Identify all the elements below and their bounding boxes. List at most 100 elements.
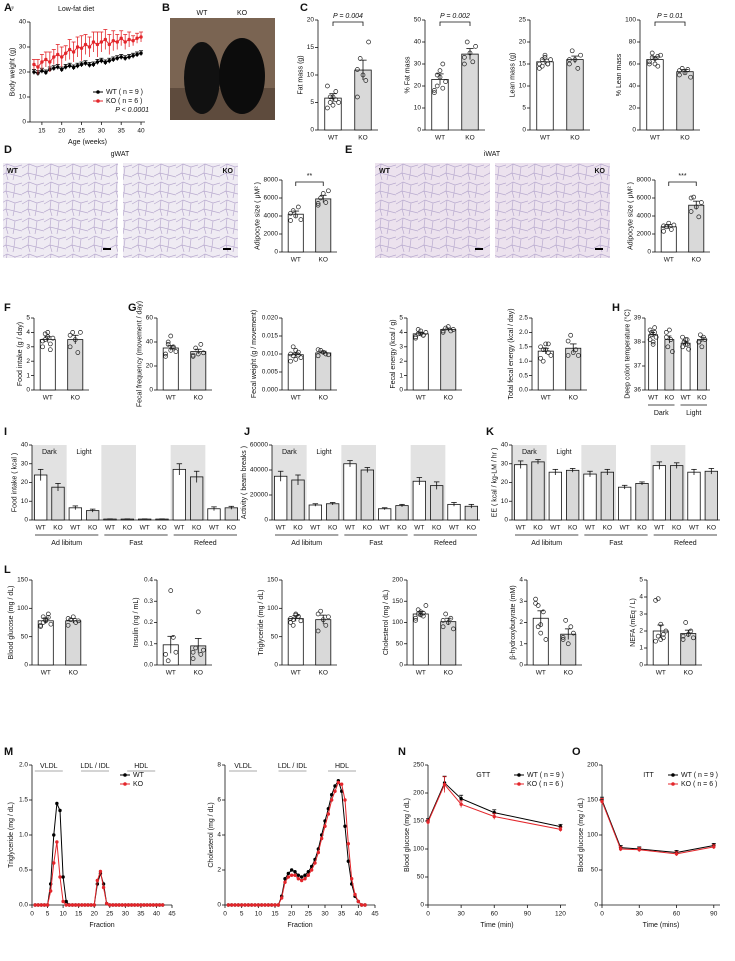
data-point	[298, 355, 304, 360]
x-tick-label: 30	[458, 911, 466, 918]
data-point	[323, 824, 327, 828]
y-tick-label: 0.015	[262, 333, 279, 340]
bar	[287, 618, 304, 666]
x-tick-label: 45	[168, 911, 176, 918]
y-tick-label: 0	[639, 662, 643, 669]
data-point	[65, 616, 71, 621]
data-point	[660, 632, 666, 637]
data-point	[663, 224, 669, 230]
y-tick-label: 1.5	[19, 797, 28, 804]
data-point	[139, 51, 143, 55]
y-tick-label: 3	[639, 611, 643, 618]
y-tick-label: 15	[307, 44, 315, 51]
x-tick-label: 5	[240, 911, 244, 918]
data-point	[193, 645, 199, 651]
x-axis-label: Time (mins)	[643, 922, 680, 929]
data-point	[87, 63, 92, 67]
bar	[583, 473, 597, 521]
legend-label: KO ( n = 6 )	[681, 781, 717, 788]
y-tick-label: 1.0	[19, 832, 28, 839]
data-point	[683, 620, 689, 625]
x-tick-label: WT	[541, 395, 551, 402]
bar	[660, 226, 677, 253]
data-point	[276, 903, 281, 907]
y-tick-label: 0.000	[262, 387, 279, 394]
data-point	[540, 358, 546, 364]
data-point	[682, 70, 688, 76]
legend-label: KO ( n = 6 )	[106, 98, 142, 105]
data-point	[67, 344, 73, 350]
y-tick-label: 0	[26, 387, 30, 394]
data-point	[353, 892, 357, 897]
x-tick-label: WT	[654, 525, 664, 532]
data-point	[535, 603, 541, 608]
data-point	[323, 622, 329, 628]
data-point	[288, 358, 293, 364]
y-tick-label: 0.1	[144, 640, 153, 647]
data-point	[87, 45, 92, 49]
data-point	[67, 903, 72, 907]
data-point	[420, 610, 426, 616]
data-point	[43, 618, 49, 624]
data-point	[684, 337, 690, 342]
y-tick-label: 0	[522, 127, 526, 134]
x-tick-label: 90	[524, 911, 532, 918]
data-point	[600, 799, 604, 804]
x-axis-label: Age (weeks)	[68, 139, 107, 146]
chart-title: Low-fat diet	[58, 6, 94, 13]
data-point	[83, 42, 88, 47]
data-point	[306, 870, 311, 874]
bar	[648, 334, 658, 391]
data-point	[52, 861, 56, 865]
data-point	[696, 339, 702, 345]
histology-title: iWAT	[484, 151, 501, 158]
y-tick-label: 8000	[637, 177, 652, 184]
data-point	[154, 903, 159, 907]
data-point	[47, 347, 53, 353]
y-tick-label: 150	[267, 577, 278, 584]
data-point	[567, 61, 572, 67]
period-label: Dark	[522, 449, 537, 456]
data-point	[61, 899, 65, 904]
data-point	[570, 350, 576, 355]
significance-bracket	[295, 181, 324, 186]
data-point	[50, 335, 56, 341]
x-tick-label: 20	[288, 911, 296, 918]
bar	[395, 505, 409, 521]
period-label: Light	[556, 449, 571, 456]
data-point	[357, 56, 363, 61]
y-tick-label: 30	[21, 460, 29, 467]
data-point	[698, 332, 703, 338]
fraction-region-label: LDL / IDL	[278, 763, 307, 770]
data-point	[467, 50, 473, 56]
data-point	[649, 330, 654, 335]
data-point	[434, 83, 440, 89]
period-label: Light	[316, 449, 331, 456]
data-point	[661, 223, 666, 229]
y-axis-label: Total fecal energy (kcal / day)	[508, 308, 515, 399]
data-point	[315, 611, 321, 617]
period-label: Light	[76, 449, 91, 456]
y-tick-label: 5	[639, 577, 643, 584]
data-point	[296, 873, 301, 877]
y-tick-label: 1	[399, 372, 403, 379]
data-point	[445, 324, 451, 329]
data-point	[103, 60, 108, 65]
y-tick-label: 20	[414, 83, 422, 90]
data-point	[303, 873, 307, 877]
data-point	[42, 337, 48, 342]
bar	[635, 483, 649, 521]
x-tick-label: KO	[358, 135, 367, 142]
x-tick-label: KO	[69, 670, 78, 677]
y-axis-label: Blood glucose (mg / dL)	[578, 798, 585, 872]
y-tick-label: 0	[24, 662, 28, 669]
data-point	[545, 350, 551, 355]
bar	[688, 204, 705, 253]
data-point	[680, 637, 686, 642]
x-tick-label: 20	[58, 128, 66, 135]
x-tick-label: KO	[194, 670, 203, 677]
data-point	[107, 42, 112, 47]
fraction-region-label: HDL	[134, 763, 148, 770]
data-point	[418, 331, 424, 337]
data-point	[115, 40, 119, 44]
